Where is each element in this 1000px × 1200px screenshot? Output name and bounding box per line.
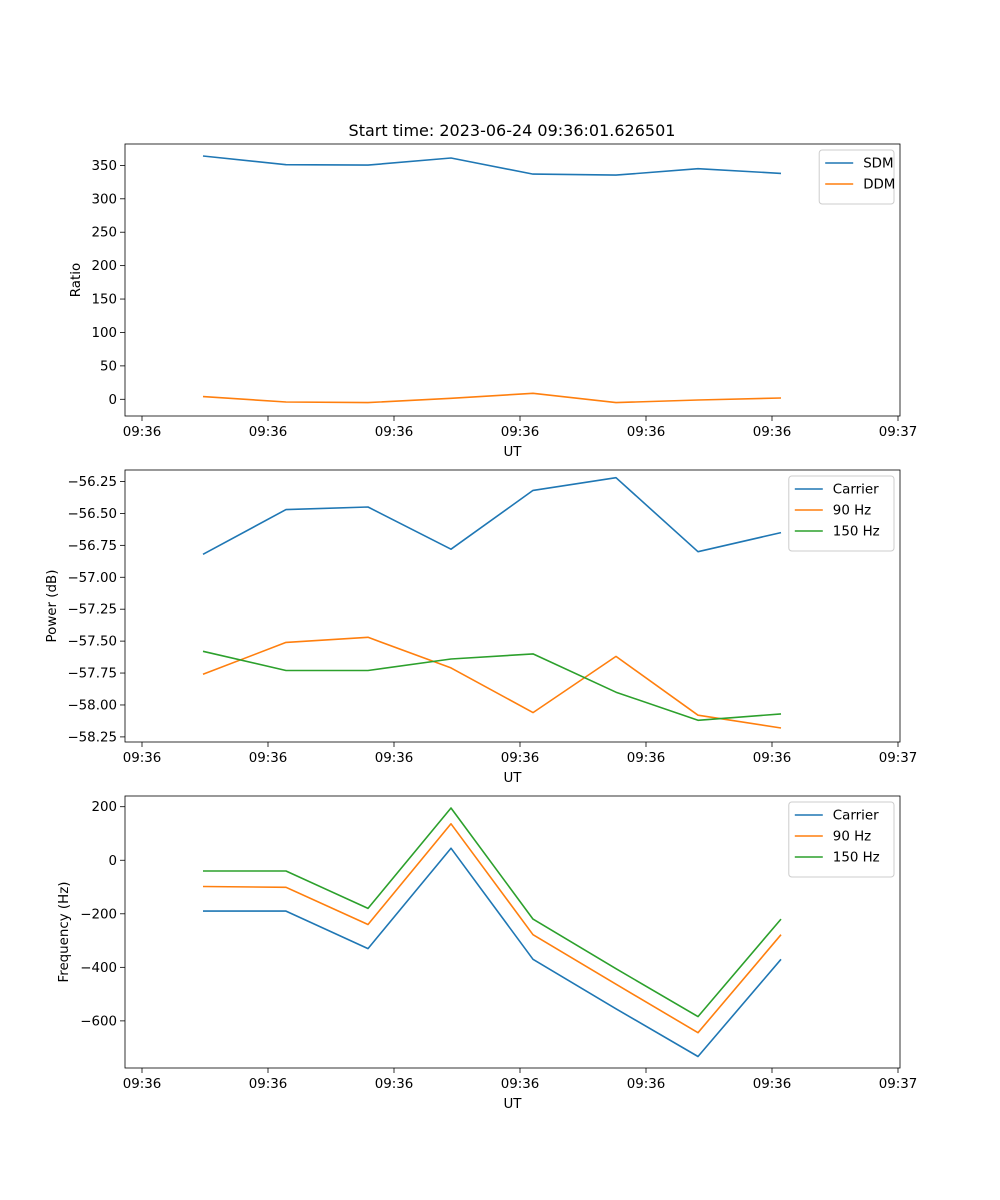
legend-label: DDM (863, 178, 895, 193)
y-tick-label: 100 (91, 326, 117, 341)
x-tick-label: 09:36 (501, 1077, 540, 1092)
x-axis-label: UT (504, 1097, 523, 1112)
legend-label: 150 Hz (833, 525, 880, 540)
axes-frame (124, 143, 901, 417)
series-line-90-hz (202, 822, 782, 1034)
y-tick-label: −57.75 (67, 667, 117, 682)
x-tick-label: 09:36 (123, 425, 162, 440)
x-tick-label: 09:36 (501, 425, 540, 440)
y-axis-label: Ratio (69, 263, 84, 297)
y-tick-label: 0 (108, 854, 117, 869)
legend: Carrier 90 Hz 150 Hz (788, 475, 895, 552)
legend-label: Carrier (833, 483, 879, 498)
y-tick-label: 0 (108, 393, 117, 408)
y-tick-label: 200 (91, 259, 117, 274)
x-tick-label: 09:36 (501, 751, 540, 766)
legend-label: 90 Hz (833, 504, 871, 519)
legend-box (788, 801, 895, 878)
x-tick-label: 09:36 (753, 751, 792, 766)
x-tick-label: 09:36 (627, 1077, 666, 1092)
series-line-ddm (202, 392, 782, 404)
axes-frame (124, 469, 901, 743)
y-tick-label: −57.00 (67, 571, 117, 586)
series-line-150-hz (203, 807, 782, 1018)
y-tick-label: −57.25 (67, 603, 117, 618)
legend: Carrier 90 Hz 150 Hz (788, 801, 895, 878)
series-line-carrier (203, 847, 782, 1058)
x-axis-label: UT (504, 445, 523, 460)
chart-panel-2: 09:36 09:36 09:36 09:36 09:36 09:36 09:37 −56.2… (45, 469, 918, 786)
legend-box (788, 475, 895, 552)
x-tick-label: 09:36 (753, 1077, 792, 1092)
x-tick-label: 09:36 (375, 1077, 414, 1092)
series-line-90-hz (202, 636, 782, 729)
y-tick-label: −56.25 (67, 475, 117, 490)
x-axis-label: UT (504, 771, 523, 786)
y-axis-label: Power (dB) (45, 570, 60, 643)
legend: SDM DDM (818, 149, 895, 205)
x-tick-label: 09:36 (249, 425, 288, 440)
x-tick-label: 09:36 (375, 425, 414, 440)
y-tick-label: −57.50 (67, 635, 117, 650)
chart-panel-3: 09:36 09:36 09:36 09:36 09:36 09:36 09:37 200 0 −… (57, 795, 918, 1112)
x-tick-label: 09:36 (249, 751, 288, 766)
y-tick-label: 200 (91, 800, 117, 815)
y-tick-label: 350 (91, 159, 117, 174)
legend-label: Carrier (833, 809, 879, 824)
x-tick-label: 09:36 (753, 425, 792, 440)
x-tick-label: 09:36 (627, 751, 666, 766)
legend-label: 150 Hz (833, 851, 880, 866)
series-line-carrier (202, 476, 782, 556)
y-tick-label: 300 (91, 192, 117, 207)
x-tick-label: 09:36 (123, 1077, 162, 1092)
y-tick-label: −200 (80, 907, 117, 922)
y-tick-label: −58.00 (67, 698, 117, 713)
chart-panel-1: 09:36 09:36 09:36 09:36 09:36 09:36 09:37 0 50 10… (69, 143, 918, 460)
x-tick-label: 09:37 (879, 1077, 918, 1092)
legend-label: SDM (863, 157, 893, 172)
axes-frame (124, 795, 901, 1069)
y-tick-label: 150 (91, 293, 117, 308)
y-tick-label: −58.25 (67, 730, 117, 745)
x-tick-label: 09:36 (249, 1077, 288, 1092)
y-axis-label: Frequency (Hz) (57, 882, 72, 983)
x-tick-label: 09:36 (123, 751, 162, 766)
x-tick-label: 09:36 (375, 751, 414, 766)
y-tick-label: 250 (91, 226, 117, 241)
x-tick-label: 09:37 (879, 425, 918, 440)
y-tick-label: −400 (80, 961, 117, 976)
figure-title: Start time: 2023-06-24 09:36:01.626501 (349, 121, 676, 140)
y-tick-label: −56.75 (67, 539, 117, 554)
legend-label: 90 Hz (833, 830, 871, 845)
y-tick-label: 50 (100, 359, 117, 374)
x-tick-label: 09:36 (627, 425, 666, 440)
x-tick-label: 09:37 (879, 751, 918, 766)
series-line-sdm (202, 155, 782, 176)
series-line-150-hz (202, 650, 782, 722)
y-tick-label: −600 (80, 1014, 117, 1029)
y-tick-label: −56.50 (67, 507, 117, 522)
